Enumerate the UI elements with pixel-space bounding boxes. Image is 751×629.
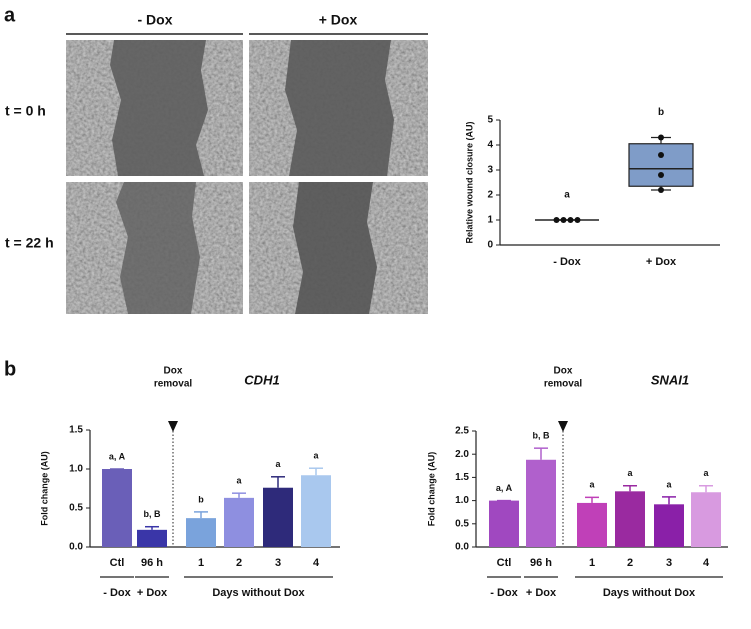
y-tick-label: 1.0: [455, 495, 469, 506]
bar: [691, 492, 721, 547]
y-tick-label: 0.5: [455, 518, 469, 529]
y-tick-label: 1.5: [69, 425, 83, 436]
x-tick-label: Ctl: [110, 557, 125, 569]
y-axis-label: Fold change (AU): [39, 451, 49, 526]
group-label: Days without Dox: [603, 587, 696, 599]
y-tick-label: 0: [487, 240, 493, 251]
significance-letter: b, B: [533, 431, 550, 441]
significance-letter: b, B: [144, 509, 161, 519]
y-tick-label: 2.0: [455, 449, 469, 460]
y-tick-label: 5: [487, 115, 493, 126]
bar: [489, 500, 519, 547]
data-point: [560, 217, 567, 223]
significance-letter: a: [275, 459, 281, 469]
bar: [301, 475, 331, 547]
group-label: - Dox: [490, 587, 518, 599]
chart-title: CDH1: [244, 372, 279, 387]
y-tick-label: 3: [487, 165, 493, 176]
annotation: removal: [544, 379, 583, 390]
x-tick-label: 2: [627, 557, 633, 569]
y-tick-label: 2: [487, 190, 493, 201]
removal-marker: [168, 421, 178, 432]
removal-marker: [558, 421, 568, 432]
data-point: [658, 187, 664, 193]
x-tick-label: 4: [703, 557, 710, 569]
box: [628, 143, 694, 187]
data-point: [553, 217, 560, 223]
x-tick-label: 3: [666, 557, 672, 569]
annotation: Dox: [164, 366, 183, 377]
x-tick-label: 3: [275, 557, 281, 569]
bar: [654, 504, 684, 547]
data-point: [567, 217, 574, 223]
significance-letter: a: [236, 476, 242, 486]
significance-letter: a: [666, 479, 672, 489]
bar: [615, 491, 645, 547]
chart-title: SNAI1: [651, 372, 689, 387]
data-point: [658, 134, 664, 141]
micrograph: [249, 40, 428, 176]
significance-letter: a: [313, 451, 319, 461]
group-label: Days without Dox: [212, 587, 305, 599]
x-tick-label: 96 h: [530, 557, 552, 569]
data-point: [658, 172, 664, 178]
micrograph: [66, 40, 243, 176]
significance-letter: b: [658, 107, 664, 118]
row-label: t = 0 h: [5, 103, 46, 119]
bar: [224, 497, 254, 547]
group-label: - Dox: [103, 587, 131, 599]
y-tick-label: 0.0: [69, 542, 83, 553]
y-tick-label: 0.0: [455, 542, 469, 553]
group-label: + Dox: [137, 587, 168, 599]
x-tick-label: 1: [198, 557, 204, 569]
group-label: + Dox: [526, 587, 557, 599]
data-point: [574, 217, 581, 223]
annotation: Dox: [554, 366, 573, 377]
significance-letter: b: [198, 494, 204, 504]
x-tick-label: 1: [589, 557, 595, 569]
significance-letter: a: [627, 468, 633, 478]
data-point: [658, 152, 664, 158]
x-tick-label: Ctl: [497, 557, 512, 569]
significance-letter: a: [564, 190, 570, 201]
significance-letter: a: [589, 480, 595, 490]
panel-label: b: [4, 358, 16, 380]
y-tick-label: 1.0: [69, 464, 83, 475]
x-tick-label: 4: [313, 557, 320, 569]
annotation: removal: [154, 379, 193, 390]
y-axis-label: Fold change (AU): [426, 452, 436, 527]
y-axis-label: Relative wound closure (AU): [464, 121, 474, 243]
bar: [186, 518, 216, 547]
bar: [137, 529, 167, 547]
panel-label: a: [4, 4, 16, 26]
x-tick-label: 2: [236, 557, 242, 569]
y-tick-label: 1.5: [455, 472, 469, 483]
micrograph: [66, 182, 243, 314]
row-label: t = 22 h: [5, 235, 54, 251]
x-tick-label: 96 h: [141, 557, 163, 569]
bar: [263, 487, 293, 547]
y-tick-label: 1: [487, 215, 493, 226]
bar: [577, 502, 607, 547]
micrograph: [249, 182, 428, 314]
column-label: - Dox: [138, 12, 173, 28]
significance-letter: a: [703, 468, 709, 478]
significance-letter: a, A: [496, 483, 513, 493]
column-label: + Dox: [319, 12, 358, 28]
y-tick-label: 2.5: [455, 426, 469, 437]
y-tick-label: 4: [487, 140, 493, 151]
significance-letter: a, A: [109, 451, 126, 461]
y-tick-label: 0.5: [69, 503, 83, 514]
bar: [526, 459, 556, 547]
x-tick-label: + Dox: [646, 256, 677, 268]
bar: [102, 469, 132, 547]
x-tick-label: - Dox: [553, 256, 581, 268]
